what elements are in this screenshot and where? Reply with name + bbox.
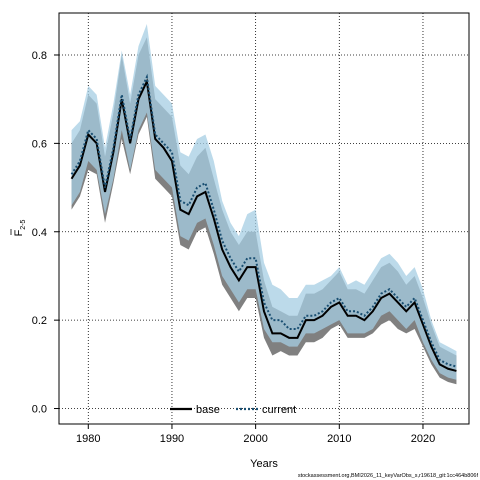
x-tick-label-1: 1990	[160, 433, 184, 445]
line-current	[70, 73, 457, 368]
x-axis: 1980 1990 2000 2010 2020	[76, 424, 435, 445]
footer-text: stockassessment.org,BMI2026_11_keyVarObs…	[298, 473, 479, 479]
legend: base current	[170, 404, 296, 416]
line-base	[70, 78, 457, 372]
y-axis-title-subscript: 2-5	[20, 219, 27, 229]
legend-label-base: base	[196, 404, 220, 416]
y-tick-label-0: 0.0	[32, 404, 47, 416]
band-base	[71, 37, 457, 385]
x-axis-title: Years	[250, 458, 278, 470]
y-tick-label-1: 0.2	[32, 315, 47, 327]
x-tick-label-0: 1980	[76, 433, 100, 445]
series-lines	[70, 73, 457, 372]
plot-frame	[58, 12, 470, 425]
x-tick-label-3: 2010	[327, 433, 351, 445]
x-tick-label-4: 2020	[411, 433, 435, 445]
confidence-bands	[71, 24, 457, 385]
x-tick-label-2: 2000	[243, 433, 267, 445]
band-current	[71, 24, 457, 380]
svg-text:F2-5: F2-5	[13, 219, 27, 236]
y-axis: 0.0 0.2 0.4 0.6 0.8	[32, 50, 59, 416]
legend-label-current: current	[262, 404, 296, 416]
y-tick-label-3: 0.6	[32, 138, 47, 150]
y-axis-title-main: F	[13, 229, 25, 236]
y-axis-title: F2-5	[10, 219, 27, 236]
y-tick-label-2: 0.4	[32, 227, 47, 239]
y-tick-label-4: 0.8	[32, 50, 47, 62]
